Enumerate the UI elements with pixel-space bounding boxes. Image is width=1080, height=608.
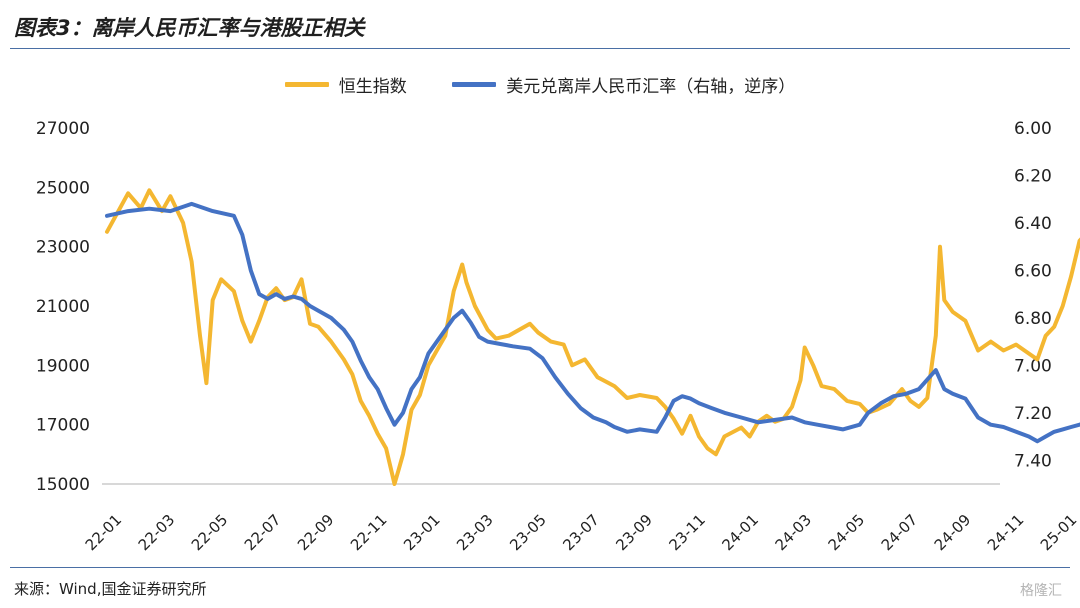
y-right-tick-label: 7.40 — [1014, 451, 1052, 471]
legend-label-hsi: 恒生指数 — [338, 77, 407, 97]
y-left-tick-label: 25000 — [36, 178, 90, 198]
x-tick-label: 22-09 — [294, 511, 338, 555]
x-tick-label: 22-07 — [241, 511, 285, 555]
x-axis: 22-01 22-03 22-05 22-07 22-09 22-11 23-01 23-03… — [82, 511, 1080, 555]
x-tick-label: 23-03 — [453, 511, 497, 555]
y-right-tick-label: 6.40 — [1014, 214, 1052, 234]
y-right-tick-label: 7.00 — [1014, 356, 1052, 376]
x-tick-label: 23-11 — [665, 511, 709, 555]
x-tick-label: 24-05 — [825, 511, 869, 555]
y-right-tick-label: 6.00 — [1014, 119, 1052, 139]
y-right-tick-label: 6.80 — [1014, 309, 1052, 329]
x-tick-label: 23-05 — [506, 511, 550, 555]
y-right-tick-label: 7.20 — [1014, 404, 1052, 424]
series-line-cnh — [105, 201, 1080, 444]
legend-swatch-cnh — [452, 82, 497, 87]
legend-swatch-hsi — [284, 82, 329, 87]
y-left-tick-label: 17000 — [36, 416, 90, 436]
y-right-tick-label: 6.60 — [1014, 261, 1052, 281]
top-rule — [10, 48, 1070, 49]
x-tick-label: 24-11 — [984, 511, 1028, 555]
y-right-tick-label: 6.20 — [1014, 166, 1052, 186]
legend-label-cnh: 美元兑离岸人民币汇率（右轴，逆序） — [506, 77, 796, 97]
x-tick-label: 22-01 — [82, 511, 126, 555]
watermark: 格隆汇 — [1020, 583, 1062, 599]
x-tick-label: 24-07 — [878, 511, 922, 555]
y-left-tick-label: 23000 — [36, 238, 90, 258]
x-tick-label: 24-03 — [772, 511, 816, 555]
x-tick-label: 23-07 — [559, 511, 603, 555]
x-tick-label: 23-09 — [612, 511, 656, 555]
x-tick-label: 25-01 — [1037, 511, 1080, 555]
y-axis-left: 27000 25000 23000 21000 19000 17000 15000 — [36, 119, 90, 495]
chart-title: 图表3：离岸人民币汇率与港股正相关 — [14, 16, 365, 40]
y-left-tick-label: 27000 — [36, 119, 90, 139]
x-tick-label: 22-11 — [347, 511, 391, 555]
legend-item-hsi: 恒生指数 — [284, 72, 407, 97]
x-tick-label: 22-03 — [135, 511, 179, 555]
y-left-tick-label: 21000 — [36, 297, 90, 317]
x-tick-label: 24-01 — [719, 511, 763, 555]
x-tick-label: 22-05 — [188, 511, 232, 555]
legend-item-cnh: 美元兑离岸人民币汇率（右轴，逆序） — [452, 72, 795, 97]
x-tick-label: 23-01 — [400, 511, 444, 555]
y-left-tick-label: 19000 — [36, 356, 90, 376]
source-note: 来源：Wind,国金证券研究所 — [14, 580, 207, 598]
y-left-tick-label: 15000 — [36, 475, 90, 495]
chart-legend: 恒生指数 美元兑离岸人民币汇率（右轴，逆序） — [0, 72, 1080, 97]
series-line-hsi — [105, 188, 1080, 486]
bottom-rule — [10, 567, 1070, 568]
y-axis-right: 6.00 6.20 6.40 6.60 6.80 7.00 7.20 7.40 — [1014, 119, 1052, 471]
x-tick-label: 24-09 — [931, 511, 975, 555]
